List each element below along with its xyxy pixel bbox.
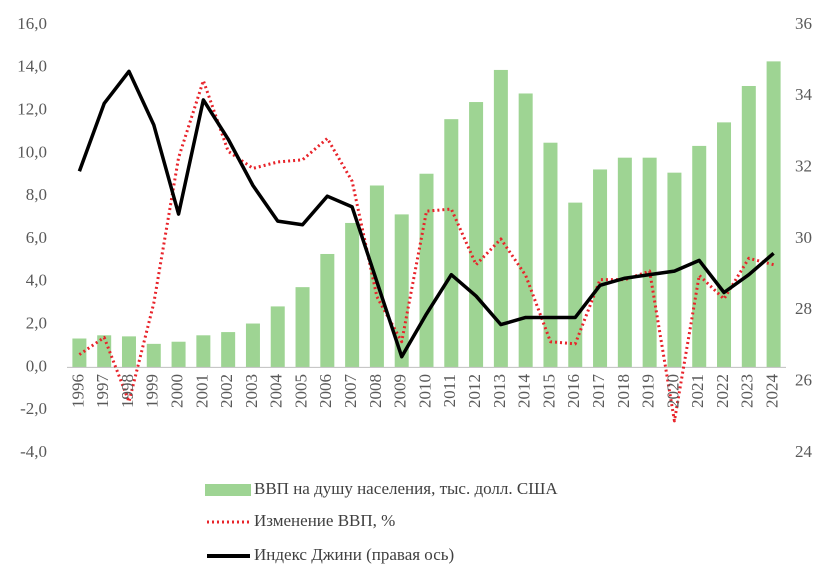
x-tick-label: 2004: [267, 374, 286, 409]
x-tick-label: 2022: [713, 374, 732, 408]
y-tick-label: 14,0: [17, 57, 47, 76]
y2-tick-label: 24: [795, 442, 813, 461]
x-tick-label: 2016: [564, 374, 583, 408]
y-tick-label: 8,0: [26, 185, 47, 204]
x-tick-label: 2000: [167, 374, 186, 408]
bar: [642, 157, 657, 368]
bar: [717, 122, 732, 368]
y-tick-label: 12,0: [17, 100, 47, 119]
x-tick-label: 2021: [688, 374, 707, 408]
y2-tick-label: 30: [795, 228, 812, 247]
y-tick-label: 6,0: [26, 228, 47, 247]
y-tick-label: -2,0: [20, 399, 47, 418]
bar: [121, 336, 136, 368]
y-tick-label: 2,0: [26, 314, 47, 333]
bar: [766, 61, 781, 368]
bar: [146, 343, 161, 368]
x-tick-label: 2015: [539, 374, 558, 408]
x-tick-label: 1997: [93, 374, 112, 409]
bar: [741, 85, 756, 368]
x-tick-label: 2005: [291, 374, 310, 408]
y-tick-label: 4,0: [26, 271, 47, 290]
bar: [345, 222, 360, 368]
x-tick-label: 2006: [316, 374, 335, 408]
x-tick-label: 2010: [415, 374, 434, 408]
x-tick-label: 2014: [515, 374, 534, 409]
line-series: [78, 79, 774, 423]
bar: [493, 69, 508, 368]
legend-swatch: [205, 484, 251, 496]
bar: [518, 93, 533, 368]
x-tick-label: 2020: [663, 374, 682, 408]
legend-label: Изменение ВВП, %: [254, 511, 395, 530]
x-tick-label: 2017: [589, 374, 608, 409]
bar: [196, 335, 211, 368]
line-series: [77, 69, 775, 359]
x-tick-label: 2009: [391, 374, 410, 408]
x-tick-label: 2013: [490, 374, 509, 408]
bar: [221, 332, 236, 368]
bar: [394, 214, 409, 368]
x-tick-label: 1999: [143, 374, 162, 408]
legend-label: ВВП на душу населения, тыс. долл. США: [254, 479, 558, 498]
bar: [469, 102, 484, 368]
x-tick-label: 2008: [366, 374, 385, 408]
x-tick-label: 2024: [763, 374, 782, 409]
y-tick-label: 10,0: [17, 142, 47, 161]
bar: [97, 335, 112, 368]
x-tick-label: 1996: [68, 374, 87, 408]
bar: [171, 341, 186, 368]
y2-tick-label: 26: [795, 371, 812, 390]
x-tick-label: 2018: [614, 374, 633, 408]
y2-tick-label: 32: [795, 157, 812, 176]
bar: [593, 169, 608, 368]
bar: [444, 119, 459, 368]
x-tick-label: 2007: [341, 374, 360, 409]
bar: [419, 173, 434, 368]
x-tick-label: 2011: [440, 374, 459, 407]
y2-tick-label: 28: [795, 299, 812, 318]
y2-tick-label: 34: [795, 85, 813, 104]
x-tick-label: 2023: [738, 374, 757, 408]
y2-tick-label: 36: [795, 14, 812, 33]
x-tick-label: 2012: [465, 374, 484, 408]
bar: [295, 287, 310, 368]
bar: [568, 202, 583, 368]
bar: [543, 142, 558, 368]
bar: [617, 157, 632, 368]
bar: [692, 145, 707, 368]
y-tick-label: 16,0: [17, 14, 47, 33]
y-tick-label: -4,0: [20, 442, 47, 461]
x-tick-label: 2002: [217, 374, 236, 408]
x-tick-label: 2003: [242, 374, 261, 408]
legend-label: Индекс Джини (правая ось): [254, 545, 454, 564]
bar: [245, 323, 260, 368]
x-tick-label: 2001: [192, 374, 211, 408]
bar: [320, 253, 335, 368]
y-tick-label: 0,0: [26, 356, 47, 375]
bar: [270, 306, 285, 368]
x-tick-label: 1998: [118, 374, 137, 408]
x-tick-label: 2019: [639, 374, 658, 408]
